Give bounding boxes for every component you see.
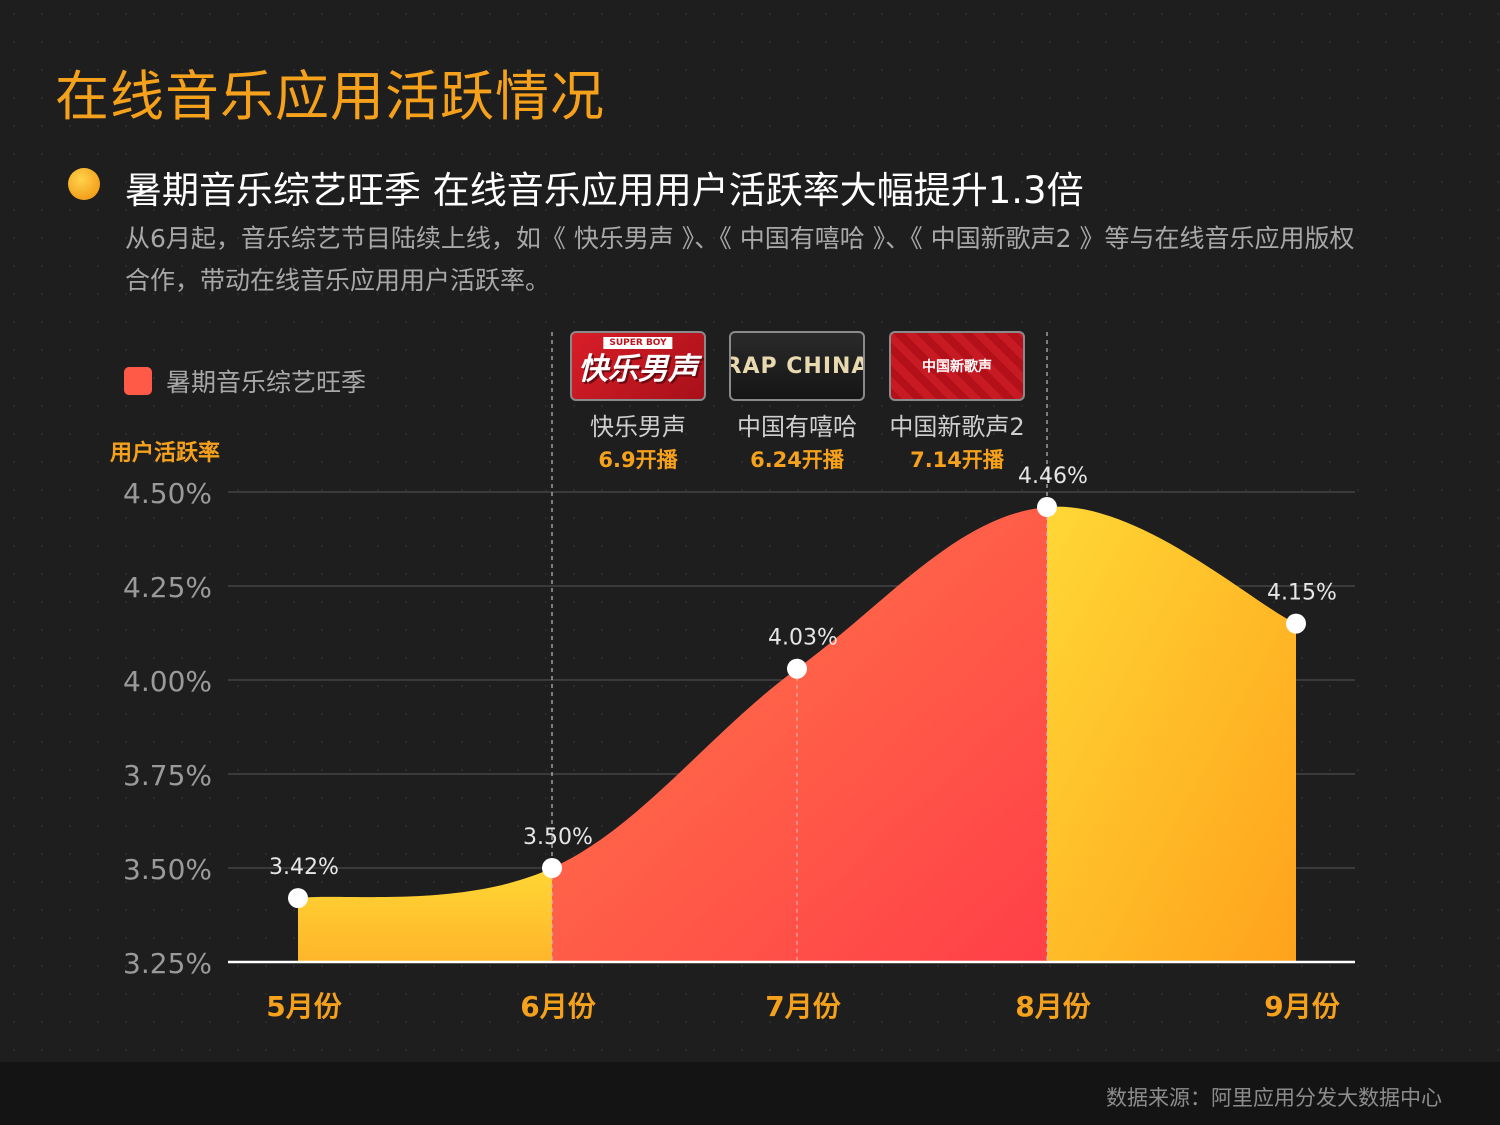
headline: 暑期音乐综艺旺季 在线音乐应用用户活跃率大幅提升1.3倍 (125, 169, 1084, 212)
logo-tag: SUPER BOY (603, 337, 673, 349)
y-tick-label: 3.75% (123, 759, 212, 792)
x-tick-label: 7月份 (765, 990, 840, 1023)
show-date: 6.24开播 (750, 448, 844, 472)
legend-label: 暑期音乐综艺旺季 (166, 368, 367, 397)
data-label: 3.42% (269, 855, 339, 880)
y-axis-title: 用户活跃率 (110, 441, 221, 466)
legend-swatch (124, 367, 152, 395)
bullet-icon (68, 168, 100, 200)
y-tick-label: 4.25% (123, 571, 212, 604)
logo-text: 中国新歌声 (922, 359, 992, 375)
y-tick-label: 3.25% (123, 947, 212, 980)
show-sing-china-2: 中国新歌声 中国新歌声2 7.14开播 (887, 331, 1027, 474)
y-tick-label: 3.50% (123, 853, 212, 886)
activity-area-chart: 4.50% 4.25% 4.00% 3.75% 3.50% 3.25% 5月份 6月份 7月份… (123, 332, 1355, 1023)
y-tick-label: 4.00% (123, 665, 212, 698)
x-tick-label: 6月份 (520, 990, 595, 1023)
x-tick-label: 8月份 (1015, 990, 1090, 1023)
show-name: 快乐男声 (590, 413, 686, 441)
logo-text: RAP CHINA (729, 353, 865, 379)
page-title: 在线音乐应用活跃情况 (55, 65, 605, 128)
show-kuaile-nansheng: SUPER BOY 快乐男声 快乐男声 6.9开播 (568, 331, 708, 474)
area-segment-may-jun (298, 868, 552, 962)
kuaile-nansheng-logo: SUPER BOY 快乐男声 (570, 331, 706, 401)
x-tick-label: 5月份 (266, 990, 341, 1023)
data-point (1037, 497, 1057, 518)
sing-china-logo: 中国新歌声 (889, 331, 1025, 401)
data-point (542, 858, 562, 878)
show-rap-china: RAP CHINA 中国有嘻哈 6.24开播 (727, 331, 867, 474)
data-point (787, 658, 807, 679)
data-point (1286, 613, 1306, 634)
show-name: 中国新歌声2 (889, 413, 1025, 441)
description: 从6月起，音乐综艺节目陆续上线，如《 快乐男声 》、《 中国有嘻哈 》、《 中国… (125, 224, 1355, 295)
data-label: 4.15% (1267, 581, 1337, 606)
chart-legend: 暑期音乐综艺旺季 (124, 363, 366, 399)
y-tick-label: 4.50% (123, 477, 212, 510)
area-segment-aug-sep (1047, 506, 1296, 962)
x-tick-label: 9月份 (1264, 990, 1339, 1023)
show-name: 中国有嘻哈 (737, 413, 857, 441)
show-date: 6.9开播 (598, 448, 678, 472)
data-point (288, 888, 308, 909)
data-label: 4.46% (1018, 464, 1088, 489)
footer-bar (0, 1062, 1500, 1125)
show-date: 7.14开播 (910, 448, 1004, 472)
data-source: 数据来源：阿里应用分发大数据中心 (1106, 1086, 1442, 1110)
data-label: 3.50% (523, 825, 593, 850)
rap-china-logo: RAP CHINA (729, 331, 865, 401)
area-segment-highlight (552, 507, 1047, 962)
logo-text: 快乐男声 (578, 352, 698, 387)
data-label: 4.03% (768, 626, 838, 651)
